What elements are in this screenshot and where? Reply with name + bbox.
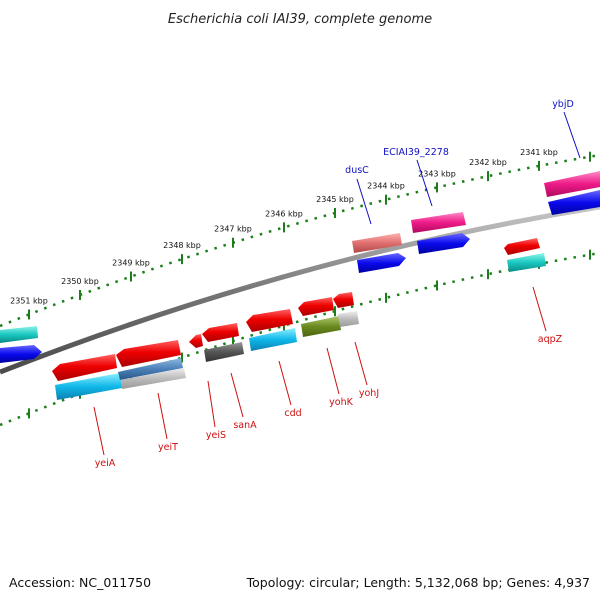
ruler-tick-labels: 2351 kbp 2350 kbp 2349 kbp 2348 kbp 2347 kbp… bbox=[10, 148, 558, 306]
tick-label: 2341 kbp bbox=[520, 148, 558, 157]
gene-feature[interactable] bbox=[189, 334, 203, 348]
tick-label: 2347 kbp bbox=[214, 225, 252, 234]
genome-backbone bbox=[0, 204, 600, 375]
leader-line bbox=[532, 286, 547, 332]
gene-feature[interactable] bbox=[0, 326, 38, 343]
reverse-gene-labels: yeiA yeiT yeiS sanA cdd yohK yohJ aqpZ bbox=[95, 334, 563, 469]
gene-label[interactable]: yeiS bbox=[206, 430, 226, 441]
gene-leader-lines bbox=[93, 111, 581, 456]
gene-feature[interactable] bbox=[204, 342, 244, 362]
gene-feature[interactable] bbox=[333, 292, 354, 308]
genome-summary-text: Topology: circular; Length: 5,132,068 bp… bbox=[246, 575, 590, 590]
gene-feature[interactable] bbox=[0, 345, 42, 363]
gene-label[interactable]: ybjD bbox=[552, 99, 574, 110]
gene-feature[interactable] bbox=[116, 340, 181, 367]
tick-label: 2348 kbp bbox=[163, 241, 201, 250]
gene-feature[interactable] bbox=[55, 373, 122, 400]
accession-text: Accession: NC_011750 bbox=[9, 575, 151, 590]
leader-line bbox=[354, 341, 368, 386]
leader-line bbox=[278, 360, 292, 406]
gene-feature[interactable] bbox=[411, 212, 466, 233]
tick-label: 2351 kbp bbox=[10, 296, 48, 305]
gene-feature[interactable] bbox=[246, 309, 293, 332]
gene-feature[interactable] bbox=[357, 253, 406, 273]
reverse-strand-genes bbox=[52, 292, 359, 400]
forward-strand-genes bbox=[0, 171, 600, 363]
tick-label: 2349 kbp bbox=[112, 259, 150, 268]
gene-feature[interactable] bbox=[249, 328, 297, 351]
tick-label: 2346 kbp bbox=[265, 209, 303, 218]
tick-label: 2342 kbp bbox=[469, 158, 507, 167]
gene-feature[interactable] bbox=[352, 233, 402, 253]
gene-feature[interactable] bbox=[301, 316, 341, 337]
leader-line bbox=[157, 392, 168, 440]
gene-feature[interactable] bbox=[544, 171, 600, 197]
leader-line bbox=[416, 159, 433, 207]
gene-feature[interactable] bbox=[202, 323, 239, 342]
gene-label[interactable]: yeiA bbox=[95, 458, 116, 469]
gene-feature[interactable] bbox=[118, 358, 183, 380]
leader-line bbox=[230, 372, 244, 418]
tick-label: 2344 kbp bbox=[367, 182, 405, 191]
map-title: Escherichia coli IAI39, complete genome bbox=[168, 12, 432, 27]
leader-line bbox=[563, 111, 581, 159]
gene-label[interactable]: cdd bbox=[284, 408, 301, 419]
tick-label: 2343 kbp bbox=[418, 169, 456, 178]
gene-feature[interactable] bbox=[121, 368, 186, 389]
gene-feature[interactable] bbox=[52, 354, 117, 381]
gene-label[interactable]: aqpZ bbox=[538, 334, 563, 345]
gene-label[interactable]: yeiT bbox=[158, 442, 178, 453]
gene-label[interactable]: yohJ bbox=[359, 388, 379, 399]
gene-label[interactable]: yohK bbox=[329, 397, 353, 408]
gene-label[interactable]: dusC bbox=[345, 165, 369, 176]
leader-line bbox=[326, 347, 340, 395]
gene-feature[interactable] bbox=[417, 233, 470, 254]
leader-line bbox=[356, 178, 372, 225]
gene-feature[interactable] bbox=[548, 190, 600, 215]
gene-label[interactable]: sanA bbox=[233, 420, 257, 431]
gene-label[interactable]: ECIAI39_2278 bbox=[383, 147, 449, 158]
gene-feature[interactable] bbox=[298, 297, 334, 316]
forward-gene-labels: dusC ECIAI39_2278 ybjD bbox=[345, 99, 574, 176]
gene-feature[interactable] bbox=[507, 253, 546, 272]
outer-ruler bbox=[0, 153, 600, 328]
leader-line bbox=[207, 380, 216, 428]
tick-label: 2345 kbp bbox=[316, 195, 354, 204]
tick-label: 2350 kbp bbox=[61, 277, 99, 286]
leader-line bbox=[93, 406, 105, 456]
gene-feature[interactable] bbox=[338, 311, 359, 327]
gene-feature[interactable] bbox=[504, 238, 540, 255]
